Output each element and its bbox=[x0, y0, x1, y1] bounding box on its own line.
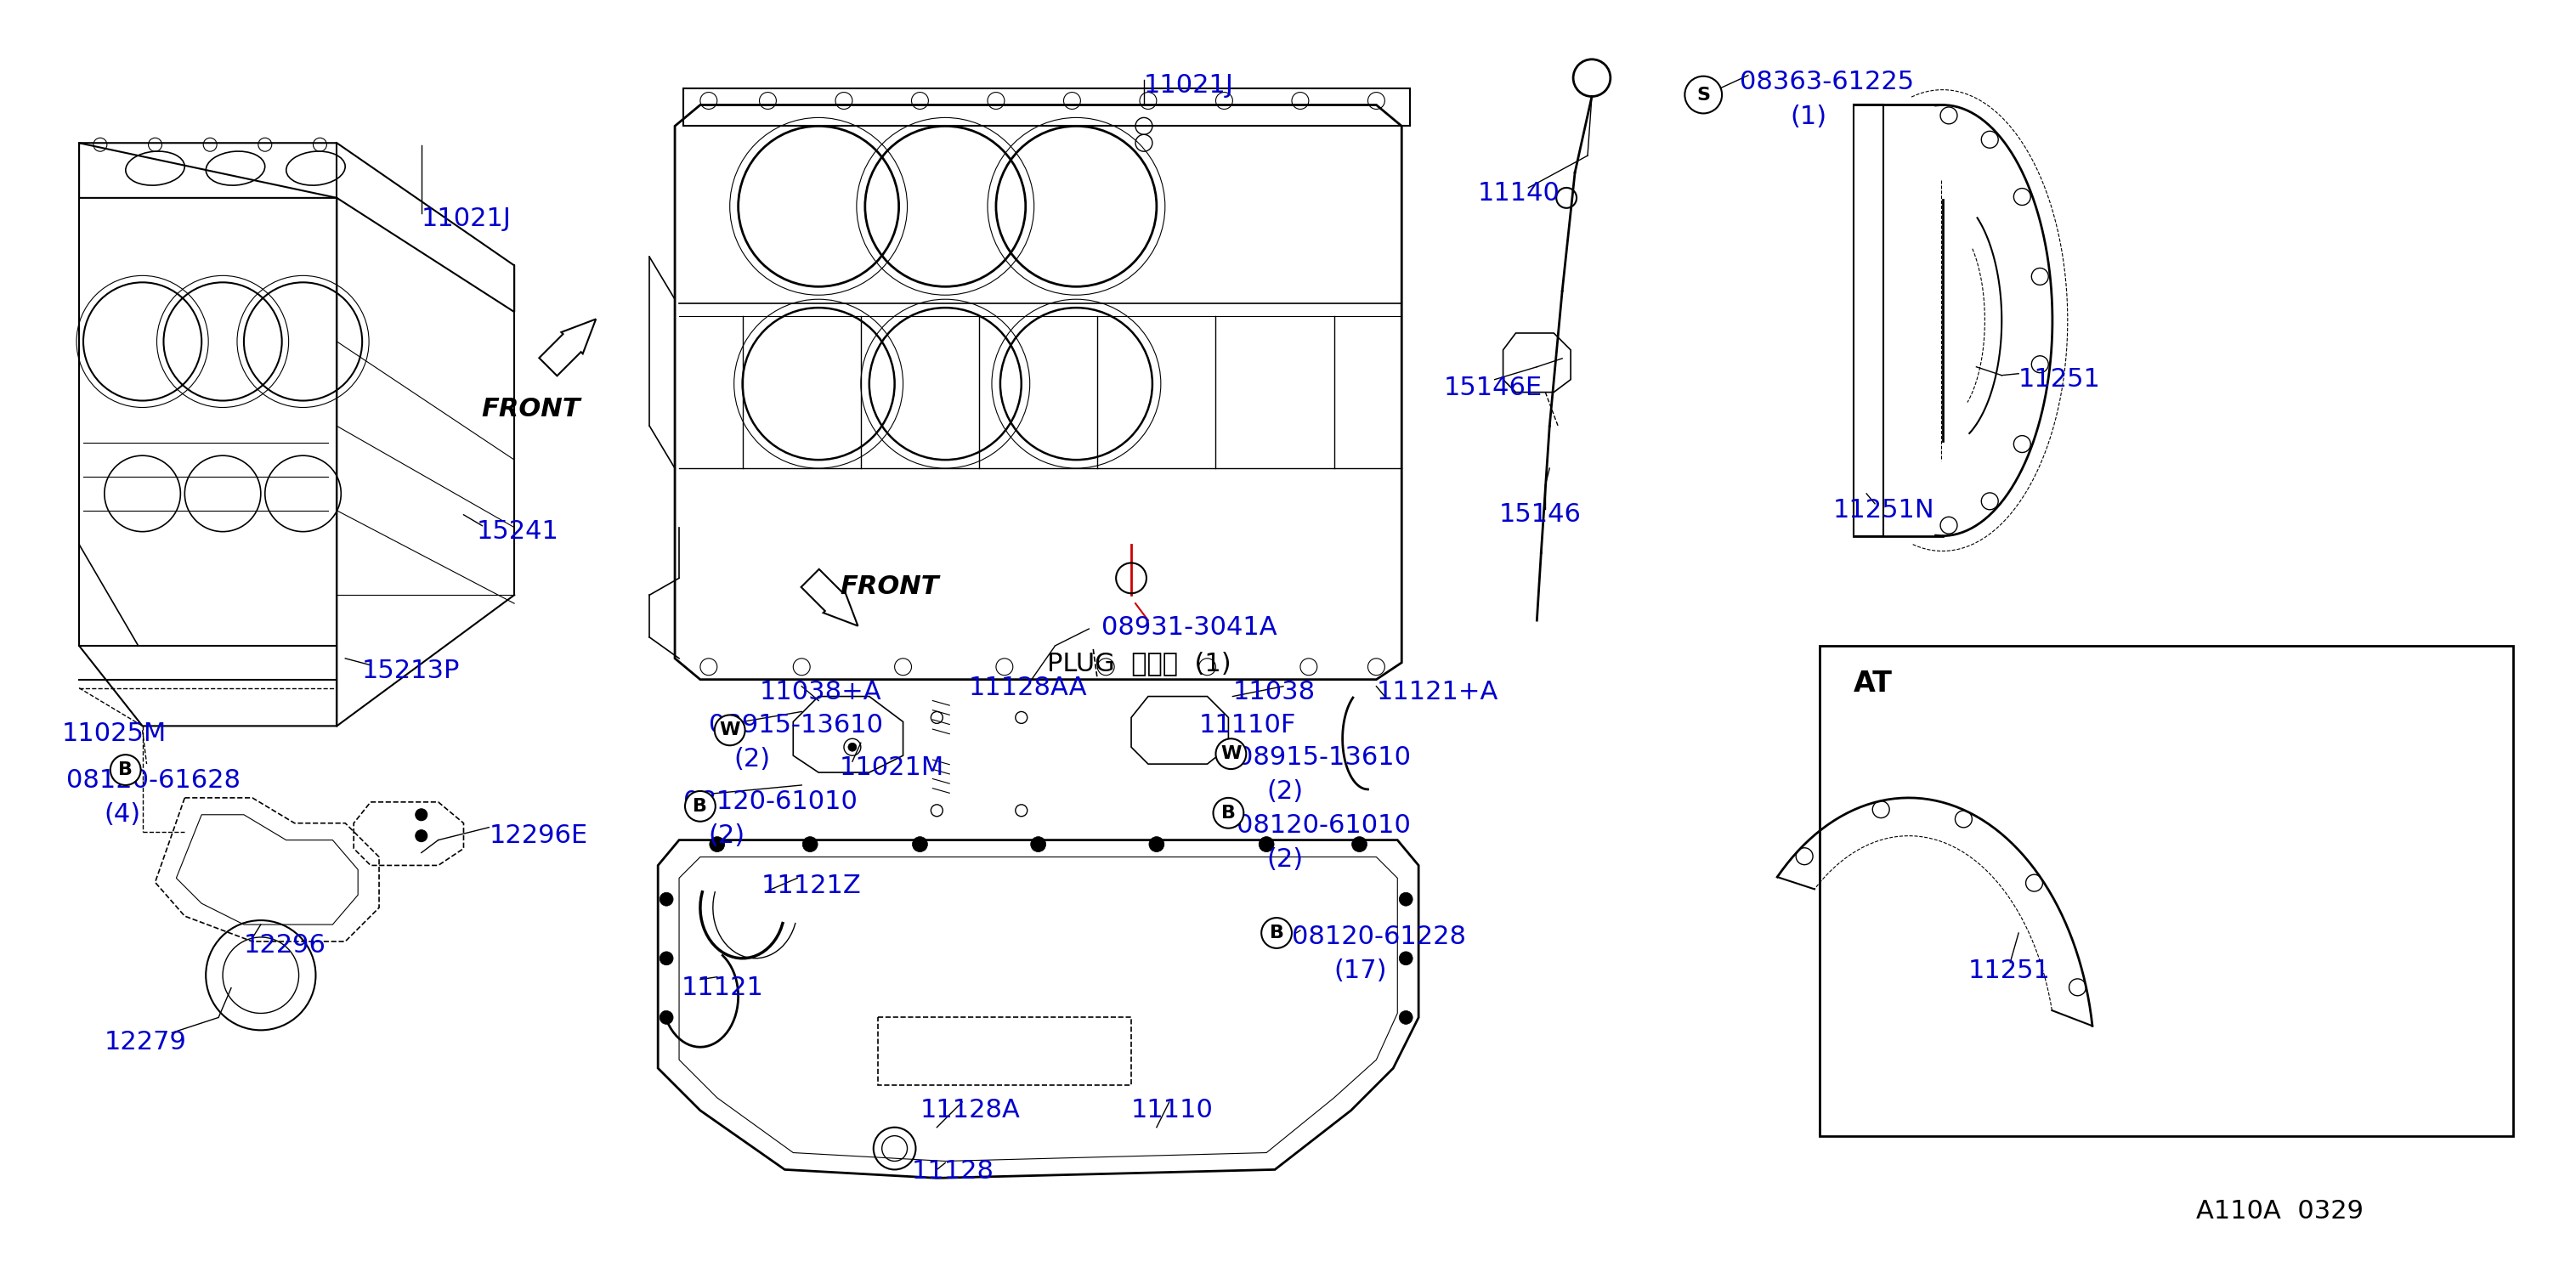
Text: 15241: 15241 bbox=[477, 520, 559, 543]
Text: (2): (2) bbox=[708, 823, 744, 847]
Text: 11251: 11251 bbox=[1968, 958, 2050, 984]
Text: 11021J: 11021J bbox=[422, 207, 510, 231]
Text: 11128: 11128 bbox=[912, 1159, 994, 1184]
Text: 11038: 11038 bbox=[1234, 680, 1316, 704]
Text: 11110F: 11110F bbox=[1198, 714, 1296, 738]
Text: FRONT: FRONT bbox=[482, 397, 580, 421]
Text: 15146E: 15146E bbox=[1445, 376, 1543, 400]
Circle shape bbox=[1352, 836, 1368, 852]
Text: (2): (2) bbox=[734, 747, 770, 772]
Text: 11021M: 11021M bbox=[840, 755, 945, 781]
Text: 11251N: 11251N bbox=[1832, 498, 1935, 522]
Text: (17): (17) bbox=[1334, 958, 1388, 984]
Circle shape bbox=[1399, 1011, 1412, 1024]
Circle shape bbox=[659, 893, 672, 905]
Text: PLUG  プラグ  (1): PLUG プラグ (1) bbox=[1046, 651, 1231, 676]
Text: 11140: 11140 bbox=[1479, 182, 1561, 206]
Text: 11128A: 11128A bbox=[920, 1098, 1020, 1122]
Bar bbox=[878, 1018, 1131, 1084]
Bar bbox=[1855, 105, 1883, 536]
Text: (4): (4) bbox=[106, 802, 142, 827]
Text: 11128AA: 11128AA bbox=[969, 676, 1087, 700]
Text: (2): (2) bbox=[1267, 847, 1303, 871]
Text: W: W bbox=[719, 721, 739, 739]
Text: 11121+A: 11121+A bbox=[1376, 680, 1499, 704]
Circle shape bbox=[415, 830, 428, 842]
Text: 12279: 12279 bbox=[106, 1030, 185, 1054]
Circle shape bbox=[659, 952, 672, 965]
Text: 15213P: 15213P bbox=[363, 658, 461, 683]
Text: 08120-61228: 08120-61228 bbox=[1291, 924, 1466, 950]
Text: 11251: 11251 bbox=[2020, 367, 2102, 391]
Text: 11025M: 11025M bbox=[62, 721, 167, 747]
Circle shape bbox=[708, 836, 724, 852]
Text: 15146: 15146 bbox=[1499, 502, 1582, 527]
Text: 08120-61010: 08120-61010 bbox=[1236, 813, 1412, 837]
Circle shape bbox=[1149, 836, 1164, 852]
Circle shape bbox=[1216, 739, 1247, 769]
Text: 08120-61010: 08120-61010 bbox=[683, 789, 858, 815]
Text: S: S bbox=[1698, 86, 1710, 103]
Text: 08915-13610: 08915-13610 bbox=[1236, 745, 1412, 770]
Polygon shape bbox=[538, 319, 595, 376]
Circle shape bbox=[685, 791, 716, 821]
Text: A110A  0329: A110A 0329 bbox=[2197, 1199, 2365, 1223]
Text: 08915-13610: 08915-13610 bbox=[708, 714, 884, 738]
Text: 12296E: 12296E bbox=[489, 823, 587, 847]
Text: (2): (2) bbox=[1267, 779, 1303, 803]
Text: (1): (1) bbox=[1790, 105, 1826, 130]
Text: 08931-3041A: 08931-3041A bbox=[1103, 615, 1278, 639]
Circle shape bbox=[1399, 952, 1412, 965]
Circle shape bbox=[1213, 798, 1244, 828]
Polygon shape bbox=[801, 569, 858, 625]
Text: AT: AT bbox=[1855, 670, 1893, 697]
Circle shape bbox=[848, 743, 858, 752]
Text: B: B bbox=[1270, 924, 1283, 942]
Text: FRONT: FRONT bbox=[840, 574, 938, 599]
Circle shape bbox=[1260, 836, 1275, 852]
Text: 11021J: 11021J bbox=[1144, 73, 1234, 97]
Circle shape bbox=[415, 808, 428, 821]
Circle shape bbox=[912, 836, 927, 852]
Bar bbox=[1821, 646, 2514, 1136]
Circle shape bbox=[111, 755, 142, 786]
Circle shape bbox=[1030, 836, 1046, 852]
Circle shape bbox=[714, 715, 744, 745]
Bar bbox=[683, 88, 1409, 126]
Text: 08363-61225: 08363-61225 bbox=[1739, 69, 1914, 95]
Text: B: B bbox=[693, 798, 708, 815]
Text: 11110: 11110 bbox=[1131, 1098, 1213, 1122]
Text: B: B bbox=[1221, 805, 1236, 821]
Circle shape bbox=[1262, 918, 1291, 948]
Text: 08120-61628: 08120-61628 bbox=[67, 768, 240, 793]
Text: B: B bbox=[118, 762, 134, 778]
Circle shape bbox=[659, 1011, 672, 1024]
Circle shape bbox=[1685, 76, 1721, 113]
Text: 12296: 12296 bbox=[245, 933, 327, 957]
Text: 11121Z: 11121Z bbox=[760, 874, 860, 899]
Circle shape bbox=[1399, 893, 1412, 905]
Circle shape bbox=[804, 836, 817, 852]
Text: W: W bbox=[1221, 745, 1242, 763]
Text: 11121: 11121 bbox=[683, 975, 765, 1000]
Text: 11038+A: 11038+A bbox=[760, 680, 881, 704]
